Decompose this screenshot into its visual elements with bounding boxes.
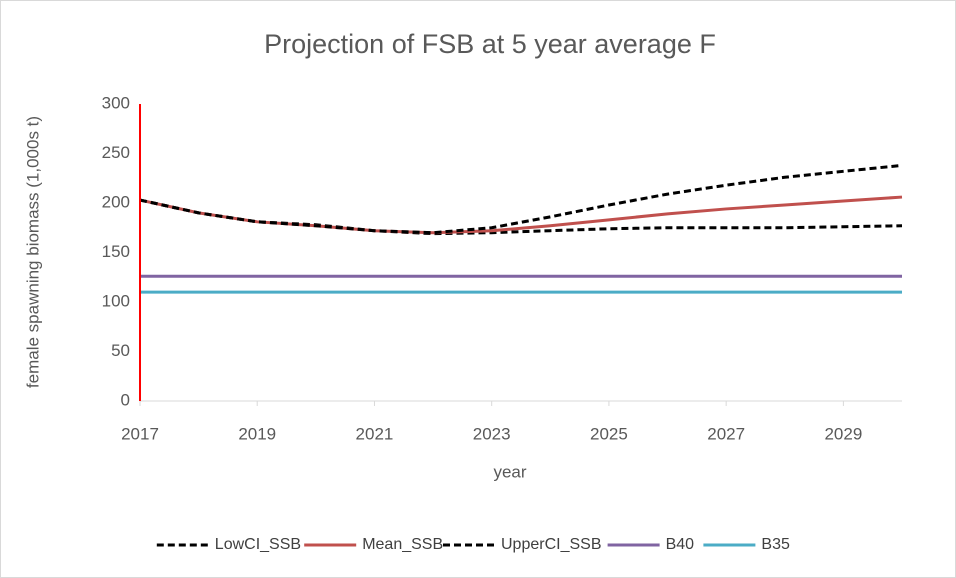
x-tick-label: 2019 [238, 424, 276, 443]
x-axis-label: year [493, 462, 526, 481]
y-tick-label: 100 [102, 291, 130, 310]
y-tick-label: 300 [102, 93, 130, 112]
x-tick-label: 2021 [356, 424, 394, 443]
y-tick-label: 50 [111, 341, 130, 360]
x-tick-label: 2025 [590, 424, 628, 443]
x-tick-label: 2027 [707, 424, 745, 443]
y-tick-label: 150 [102, 242, 130, 261]
series-line [139, 195, 903, 235]
legend-label: UpperCI_SSB [501, 536, 602, 553]
y-tick-label: 0 [121, 390, 130, 409]
legend: LowCI_SSB Mean_SSB UpperCI_SSB B40 B35 [156, 536, 790, 553]
legend-label: Mean_SSB [362, 536, 443, 553]
x-tick-label: 2017 [121, 424, 159, 443]
series-line [139, 163, 903, 235]
y-tick-label: 200 [102, 192, 130, 211]
y-tick-label: 250 [102, 143, 130, 162]
y-axis-label: female spawning biomass (1,000s t) [23, 116, 42, 388]
x-tick-label: 2023 [473, 424, 511, 443]
legend-label: B40 [666, 536, 695, 553]
x-tick-label: 2029 [824, 424, 862, 443]
chart-title: Projection of FSB at 5 year average F [264, 29, 716, 59]
legend-label: LowCI_SSB [215, 536, 301, 553]
legend-label: B35 [761, 536, 790, 553]
